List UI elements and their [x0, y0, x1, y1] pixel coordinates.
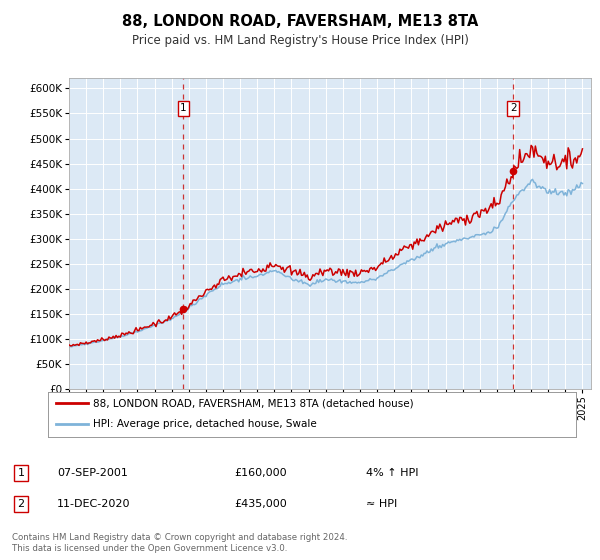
Text: 2: 2 [510, 104, 517, 114]
Text: 11-DEC-2020: 11-DEC-2020 [57, 499, 131, 509]
Text: 4% ↑ HPI: 4% ↑ HPI [366, 468, 419, 478]
Text: 07-SEP-2001: 07-SEP-2001 [57, 468, 128, 478]
Text: ≈ HPI: ≈ HPI [366, 499, 397, 509]
Text: HPI: Average price, detached house, Swale: HPI: Average price, detached house, Swal… [93, 419, 317, 430]
Text: Contains HM Land Registry data © Crown copyright and database right 2024.
This d: Contains HM Land Registry data © Crown c… [12, 533, 347, 553]
Text: 1: 1 [17, 468, 25, 478]
Text: 2: 2 [17, 499, 25, 509]
Text: Price paid vs. HM Land Registry's House Price Index (HPI): Price paid vs. HM Land Registry's House … [131, 34, 469, 46]
Text: 88, LONDON ROAD, FAVERSHAM, ME13 8TA: 88, LONDON ROAD, FAVERSHAM, ME13 8TA [122, 14, 478, 29]
Text: £160,000: £160,000 [234, 468, 287, 478]
Text: 88, LONDON ROAD, FAVERSHAM, ME13 8TA (detached house): 88, LONDON ROAD, FAVERSHAM, ME13 8TA (de… [93, 398, 413, 408]
Text: £435,000: £435,000 [234, 499, 287, 509]
Text: 1: 1 [180, 104, 187, 114]
